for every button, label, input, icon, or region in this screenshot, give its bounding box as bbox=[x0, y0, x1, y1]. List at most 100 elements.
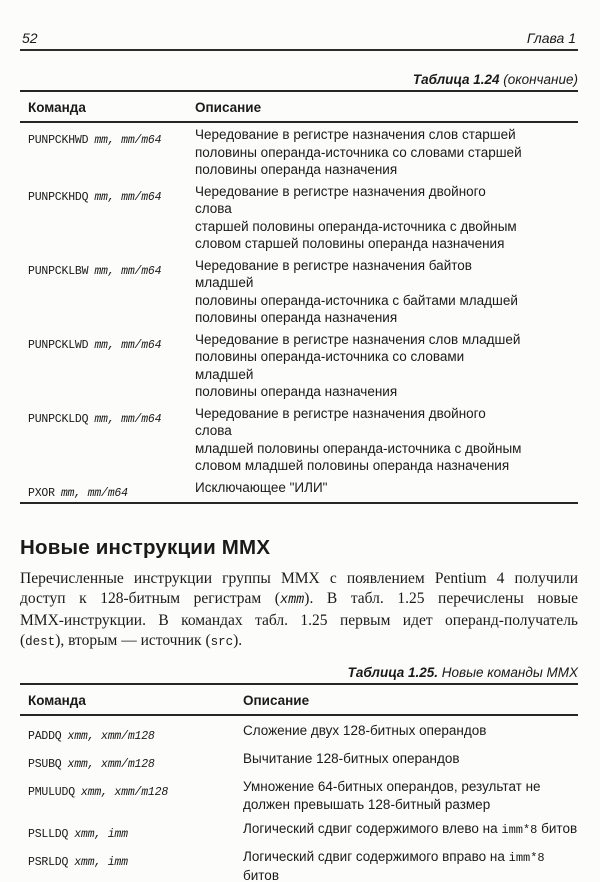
inline-code: dest bbox=[25, 634, 56, 649]
text-segment: MMX-инструкции. В командах табл. 1.25 пе… bbox=[20, 611, 578, 629]
table-125-caption: Таблица 1.25. Новые команды MMX bbox=[20, 665, 578, 680]
page-number: 52 bbox=[22, 30, 38, 46]
table-125-header-row: Команда Описание bbox=[20, 685, 578, 716]
text-segment: Чередование в регистре назначения двойно… bbox=[195, 183, 517, 252]
column-header-description: Описание bbox=[195, 100, 262, 115]
table-124-caption-number: Таблица 1.24 bbox=[412, 72, 500, 87]
table-row: PUNPCKLBW mm, mm/m64 Чередование в регист… bbox=[20, 254, 578, 328]
inline-code: src bbox=[210, 634, 234, 649]
table-row: PSLLDQ xmm, imm Логический сдвиг содержим… bbox=[20, 814, 578, 842]
instruction-operands: xmm, xmm/m128 bbox=[67, 757, 155, 771]
command-cell: PXOR mm, mm/m64 bbox=[20, 479, 195, 501]
section-heading: Новые инструкции MMX bbox=[20, 535, 271, 559]
table-125-caption-title: Новые команды MMX bbox=[438, 664, 578, 680]
instruction-operands: mm, mm/m64 bbox=[94, 134, 162, 147]
description-cell: Умножение 64-битных операндов, результат… bbox=[243, 778, 578, 814]
table-row: PSUBQ xmm, xmm/m128 Вычитание 128-битных … bbox=[20, 744, 578, 772]
description-cell: Сложение двух 128-битных операндов bbox=[243, 722, 578, 744]
table-124: Команда Описание PUNPCKHWD mm, mm/m64 Чер… bbox=[20, 90, 578, 504]
text-segment: ), вторым — источник ( bbox=[55, 631, 211, 649]
text-segment: ( bbox=[20, 631, 26, 649]
text-segment: Логический сдвиг содержимого вправо на bbox=[243, 848, 509, 864]
paragraph-line: (dest), вторым — источник (src). bbox=[20, 631, 578, 652]
command-cell: PUNPCKLBW mm, mm/m64 bbox=[20, 257, 195, 327]
text-segment: Умножение 64-битных операндов, результат… bbox=[243, 778, 541, 812]
page-header: 52 Глава 1 bbox=[20, 0, 578, 51]
paragraph-line: доступ к 128-битным регистрам (xmm). В т… bbox=[20, 589, 578, 611]
command-cell: PSRLDQ xmm, imm bbox=[20, 848, 243, 882]
table-124-caption-note: (окончание) bbox=[499, 72, 578, 87]
instruction-mnemonic: PUNPCKLBW bbox=[28, 264, 89, 278]
text-segment: доступ к 128-битным регистрам ( bbox=[20, 589, 280, 607]
instruction-operands: xmm, imm bbox=[74, 855, 128, 869]
instruction-mnemonic: PXOR bbox=[28, 486, 55, 500]
table-row: PUNPCKHDQ mm, mm/m64 Чередование в регист… bbox=[20, 180, 578, 254]
text-segment: Чередование в регистре назначения двойно… bbox=[195, 405, 522, 474]
table-row: PMULUDQ xmm, xmm/m128 Умножение 64-битных… bbox=[20, 772, 578, 814]
paragraph-line: Перечисленные инструкции группы MMX с по… bbox=[20, 569, 578, 589]
text-segment: Чередование в регистре назначения слов с… bbox=[195, 127, 522, 177]
command-cell: PUNPCKLWD mm, mm/m64 bbox=[20, 331, 195, 401]
inline-code: xmm bbox=[279, 592, 305, 608]
description-cell: Чередование в регистре назначения двойно… bbox=[195, 183, 525, 253]
instruction-operands: mm, mm/m64 bbox=[60, 486, 128, 500]
command-cell: PUNPCKHWD mm, mm/m64 bbox=[20, 126, 195, 179]
table-124-caption: Таблица 1.24 (окончание) bbox=[20, 72, 578, 87]
instruction-operands: xmm, xmm/m128 bbox=[80, 785, 169, 799]
instruction-mnemonic: PSRLDQ bbox=[28, 855, 69, 869]
instruction-mnemonic: PUNPCKHDQ bbox=[28, 190, 89, 204]
command-cell: PSUBQ xmm, xmm/m128 bbox=[20, 750, 243, 772]
description-cell: Чередование в регистре назначения слов с… bbox=[195, 126, 525, 179]
table-row: PUNPCKLWD mm, mm/m64 Чередование в регист… bbox=[20, 328, 578, 402]
command-cell: PMULUDQ xmm, xmm/m128 bbox=[20, 778, 243, 814]
instruction-operands: mm, mm/m64 bbox=[94, 264, 162, 278]
instruction-operands: mm, mm/m64 bbox=[94, 190, 162, 204]
text-segment: Чередование в регистре назначения слов м… bbox=[195, 331, 521, 400]
instruction-operands: xmm, xmm/m128 bbox=[67, 729, 155, 743]
text-segment: Вычитание 128-битных операндов bbox=[243, 750, 460, 766]
description-cell: Чередование в регистре назначения двойно… bbox=[195, 405, 525, 475]
text-segment: Сложение двух 128-битных операндов bbox=[243, 722, 487, 738]
table-row: PUNPCKHWD mm, mm/m64 Чередование в регист… bbox=[20, 123, 578, 180]
description-cell: Логический сдвиг содержимого вправо на i… bbox=[243, 848, 578, 882]
table-row: PSRLDQ xmm, imm Логический сдвиг содержим… bbox=[20, 842, 578, 882]
text-segment: Логический сдвиг содержимого влево на bbox=[243, 820, 502, 836]
text-segment: Чередование в регистре назначения байтов… bbox=[195, 257, 518, 326]
table-124-body: PUNPCKHWD mm, mm/m64 Чередование в регист… bbox=[20, 123, 578, 502]
column-header-description: Описание bbox=[243, 692, 310, 708]
column-header-command: Команда bbox=[28, 100, 86, 115]
table-row: PUNPCKLDQ mm, mm/m64 Чередование в регист… bbox=[20, 402, 578, 476]
command-cell: PUNPCKHDQ mm, mm/m64 bbox=[20, 183, 195, 253]
text-segment: битов bbox=[537, 820, 578, 836]
instruction-mnemonic: PSLLDQ bbox=[28, 827, 69, 841]
instruction-mnemonic: PMULUDQ bbox=[28, 785, 75, 799]
description-cell: Чередование в регистре назначения слов м… bbox=[195, 331, 525, 401]
chapter-label: Глава 1 bbox=[526, 30, 576, 46]
instruction-operands: xmm, imm bbox=[74, 827, 128, 841]
table-row: PXOR mm, mm/m64 Исключающее "ИЛИ" bbox=[20, 476, 578, 502]
instruction-mnemonic: PUNPCKLDQ bbox=[28, 412, 89, 426]
table-124-header-row: Команда Описание bbox=[20, 92, 578, 123]
instruction-mnemonic: PUNPCKLWD bbox=[28, 338, 89, 352]
instruction-mnemonic: PADDQ bbox=[28, 729, 62, 743]
text-segment: ). В табл. 1.25 перечислены новые bbox=[304, 589, 578, 607]
column-header-command: Команда bbox=[28, 692, 86, 708]
table-125-caption-number: Таблица 1.25. bbox=[347, 664, 439, 680]
command-cell: PUNPCKLDQ mm, mm/m64 bbox=[20, 405, 195, 475]
table-row: PADDQ xmm, xmm/m128 Сложение двух 128-бит… bbox=[20, 716, 578, 744]
paragraph-line: MMX-инструкции. В командах табл. 1.25 пе… bbox=[20, 611, 578, 631]
table-125-body: PADDQ xmm, xmm/m128 Сложение двух 128-бит… bbox=[20, 716, 578, 882]
description-cell: Логический сдвиг содержимого влево на im… bbox=[243, 820, 578, 842]
text-segment: Перечисленные инструкции группы MMX с по… bbox=[20, 569, 578, 587]
section-paragraph: Перечисленные инструкции группы MMX с по… bbox=[20, 569, 578, 652]
text-segment: битов bbox=[243, 867, 279, 882]
command-cell: PADDQ xmm, xmm/m128 bbox=[20, 722, 243, 744]
instruction-mnemonic: PSUBQ bbox=[28, 757, 62, 771]
inline-code: imm*8 bbox=[501, 822, 538, 837]
description-cell: Исключающее "ИЛИ" bbox=[195, 479, 525, 501]
description-cell: Вычитание 128-битных операндов bbox=[243, 750, 578, 772]
description-cell: Чередование в регистре назначения байтов… bbox=[195, 257, 525, 327]
inline-code: imm*8 bbox=[508, 850, 545, 865]
table-125: Команда Описание PADDQ xmm, xmm/m128 Слож… bbox=[20, 682, 578, 882]
